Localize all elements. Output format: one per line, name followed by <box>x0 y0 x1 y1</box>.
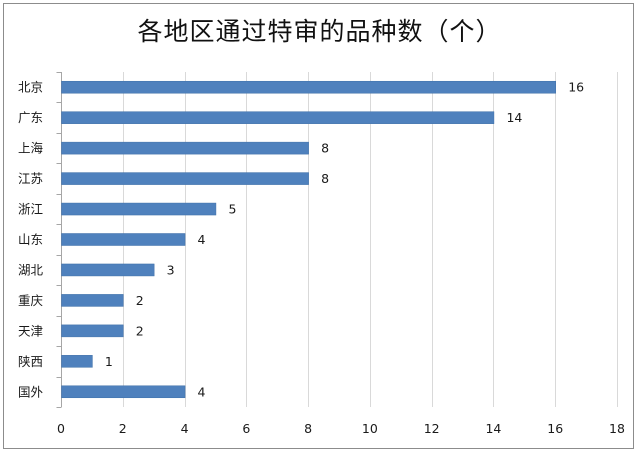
x-tick-label-14: 14 <box>485 421 501 436</box>
data-label-0: 16 <box>568 80 584 95</box>
data-label-1: 14 <box>506 110 522 125</box>
bar-6 <box>61 263 155 277</box>
category-label-3: 江苏 <box>18 171 43 186</box>
data-label-7: 2 <box>136 293 144 308</box>
category-label-7: 重庆 <box>18 293 44 308</box>
bar-7 <box>61 294 124 307</box>
bar-10 <box>61 385 186 399</box>
category-label-10: 国外 <box>18 384 44 399</box>
category-label-2: 上海 <box>18 141 44 156</box>
chart-frame <box>3 3 634 449</box>
x-tick-label-16: 16 <box>547 421 563 436</box>
category-label-5: 山东 <box>18 232 43 247</box>
bar-8 <box>61 324 124 338</box>
data-label-4: 5 <box>228 202 236 217</box>
data-label-5: 4 <box>198 232 206 247</box>
data-label-2: 8 <box>321 141 329 156</box>
chart-title: 各地区通过特审的品种数（个） <box>137 17 502 46</box>
category-label-1: 广东 <box>18 110 43 125</box>
x-tick-label-18: 18 <box>609 421 625 436</box>
bar-2 <box>61 141 309 155</box>
x-tick-label-10: 10 <box>362 421 378 436</box>
data-label-10: 4 <box>198 384 206 399</box>
data-label-6: 3 <box>167 262 175 277</box>
bar-3 <box>61 172 309 185</box>
x-tick-label-12: 12 <box>424 421 440 436</box>
category-label-9: 陕西 <box>18 354 43 369</box>
category-label-6: 湖北 <box>18 262 44 277</box>
category-label-0: 北京 <box>18 80 43 95</box>
bar-0 <box>61 80 556 94</box>
bar-4 <box>61 202 217 216</box>
bar-1 <box>61 111 495 124</box>
x-tick-label-2: 2 <box>119 421 127 436</box>
data-label-9: 1 <box>105 354 113 369</box>
x-tick-label-0: 0 <box>57 421 65 436</box>
category-label-8: 天津 <box>18 323 43 338</box>
bar-5 <box>61 233 186 246</box>
x-tick-label-6: 6 <box>242 421 250 436</box>
x-tick-label-4: 4 <box>181 421 189 436</box>
data-label-8: 2 <box>136 323 144 338</box>
category-label-4: 浙江 <box>18 202 43 217</box>
data-label-3: 8 <box>321 171 329 186</box>
bar-9 <box>61 355 93 368</box>
x-tick-label-8: 8 <box>304 421 312 436</box>
